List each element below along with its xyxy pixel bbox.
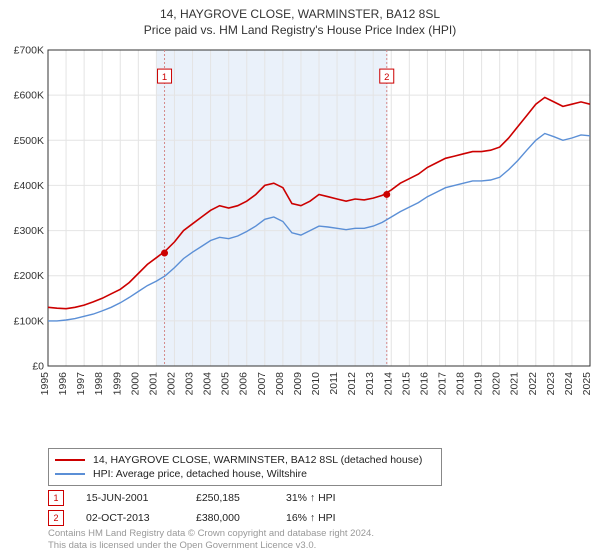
title-line-2: Price paid vs. HM Land Registry's House … bbox=[0, 22, 600, 38]
svg-text:2018: 2018 bbox=[455, 372, 467, 396]
svg-text:£600K: £600K bbox=[14, 90, 44, 102]
svg-text:1997: 1997 bbox=[75, 372, 87, 396]
svg-text:£300K: £300K bbox=[14, 225, 44, 237]
svg-text:2004: 2004 bbox=[202, 372, 214, 396]
svg-text:1995: 1995 bbox=[39, 372, 51, 396]
svg-text:2: 2 bbox=[384, 72, 389, 83]
legend-item: 14, HAYGROVE CLOSE, WARMINSTER, BA12 8SL… bbox=[55, 453, 435, 467]
svg-text:2001: 2001 bbox=[147, 372, 159, 396]
svg-text:2002: 2002 bbox=[165, 372, 177, 396]
footer-line-2: This data is licensed under the Open Gov… bbox=[48, 540, 568, 552]
svg-text:2008: 2008 bbox=[274, 372, 286, 396]
sale-price: £380,000 bbox=[196, 512, 286, 524]
sale-marker-box: 2 bbox=[48, 510, 64, 526]
svg-text:2023: 2023 bbox=[545, 372, 557, 396]
sale-marker-box: 1 bbox=[48, 490, 64, 506]
svg-text:£100K: £100K bbox=[14, 315, 44, 327]
svg-text:2024: 2024 bbox=[563, 372, 575, 396]
svg-text:£700K: £700K bbox=[14, 45, 44, 57]
svg-text:2007: 2007 bbox=[256, 372, 268, 396]
legend-label: HPI: Average price, detached house, Wilt… bbox=[93, 468, 307, 480]
legend-swatch bbox=[55, 473, 85, 475]
svg-text:1996: 1996 bbox=[57, 372, 69, 396]
svg-text:2025: 2025 bbox=[581, 372, 593, 396]
svg-text:2021: 2021 bbox=[509, 372, 521, 396]
svg-text:1998: 1998 bbox=[93, 372, 105, 396]
svg-text:2015: 2015 bbox=[400, 372, 412, 396]
svg-text:2019: 2019 bbox=[473, 372, 485, 396]
svg-text:2006: 2006 bbox=[238, 372, 250, 396]
svg-text:2005: 2005 bbox=[220, 372, 232, 396]
svg-text:£200K: £200K bbox=[14, 270, 44, 282]
svg-text:2003: 2003 bbox=[184, 372, 196, 396]
chart: £0 £100K £200K £300K £400K £500K £600K £700K 199… bbox=[0, 42, 600, 427]
svg-text:£500K: £500K bbox=[14, 135, 44, 147]
svg-text:2020: 2020 bbox=[491, 372, 503, 396]
svg-text:1: 1 bbox=[162, 72, 167, 83]
svg-text:2017: 2017 bbox=[436, 372, 448, 396]
legend-label: 14, HAYGROVE CLOSE, WARMINSTER, BA12 8SL… bbox=[93, 454, 422, 466]
legend-swatch bbox=[55, 459, 85, 461]
sale-date: 02-OCT-2013 bbox=[86, 512, 196, 524]
legend: 14, HAYGROVE CLOSE, WARMINSTER, BA12 8SL… bbox=[48, 448, 442, 486]
sale-row: 1 15-JUN-2001 £250,185 31% ↑ HPI bbox=[48, 490, 376, 506]
svg-text:2014: 2014 bbox=[382, 372, 394, 396]
svg-text:2016: 2016 bbox=[418, 372, 430, 396]
footer-attribution: Contains HM Land Registry data © Crown c… bbox=[48, 528, 568, 552]
legend-item: HPI: Average price, detached house, Wilt… bbox=[55, 467, 435, 481]
sales-table: 1 15-JUN-2001 £250,185 31% ↑ HPI 2 02-OC… bbox=[48, 490, 376, 530]
sale-row: 2 02-OCT-2013 £380,000 16% ↑ HPI bbox=[48, 510, 376, 526]
svg-text:2022: 2022 bbox=[527, 372, 539, 396]
sale-date: 15-JUN-2001 bbox=[86, 492, 196, 504]
svg-text:1999: 1999 bbox=[111, 372, 123, 396]
svg-text:£0: £0 bbox=[32, 361, 44, 373]
svg-text:2012: 2012 bbox=[346, 372, 358, 396]
svg-text:2009: 2009 bbox=[292, 372, 304, 396]
svg-text:£400K: £400K bbox=[14, 180, 44, 192]
svg-text:2011: 2011 bbox=[328, 372, 340, 395]
chart-title: 14, HAYGROVE CLOSE, WARMINSTER, BA12 8SL… bbox=[0, 0, 600, 38]
svg-text:2013: 2013 bbox=[364, 372, 376, 396]
page-container: 14, HAYGROVE CLOSE, WARMINSTER, BA12 8SL… bbox=[0, 0, 600, 560]
svg-text:2010: 2010 bbox=[310, 372, 322, 396]
sale-price: £250,185 bbox=[196, 492, 286, 504]
sale-hpi: 31% ↑ HPI bbox=[286, 492, 376, 504]
title-line-1: 14, HAYGROVE CLOSE, WARMINSTER, BA12 8SL bbox=[0, 6, 600, 22]
svg-text:2000: 2000 bbox=[129, 372, 141, 396]
sale-hpi: 16% ↑ HPI bbox=[286, 512, 376, 524]
footer-line-1: Contains HM Land Registry data © Crown c… bbox=[48, 528, 568, 540]
